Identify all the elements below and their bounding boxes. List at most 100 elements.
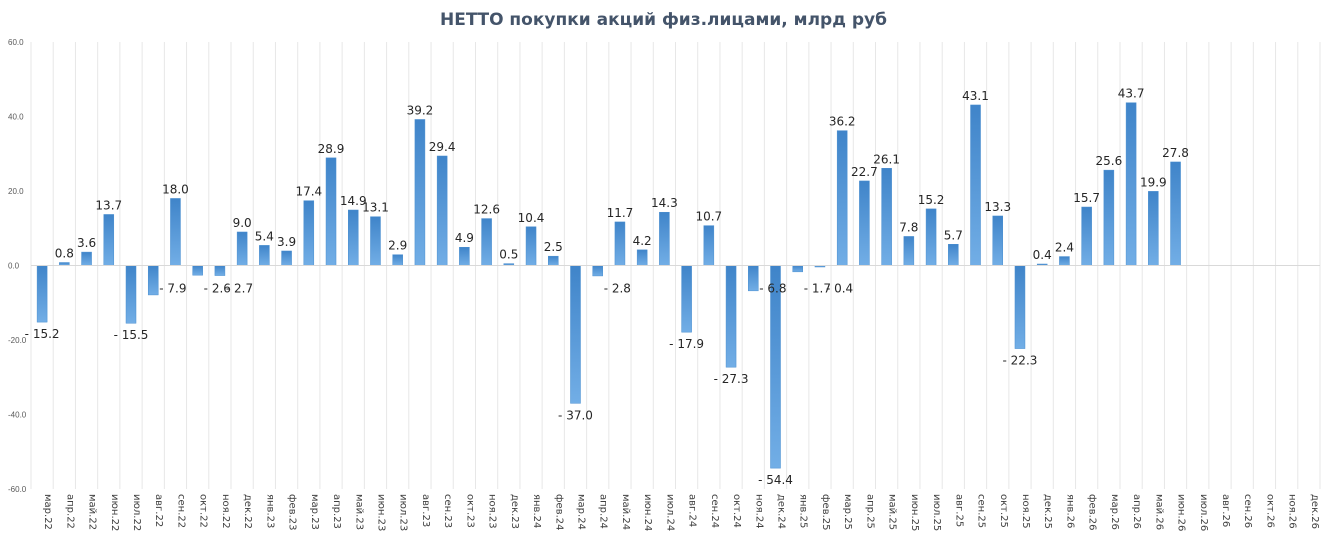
x-tick-label: ноя.22: [220, 494, 231, 529]
y-tick-label: -60.0: [8, 485, 27, 494]
data-label: 22.7: [851, 165, 878, 179]
x-tick-label: фев.24: [553, 494, 564, 531]
bar: [1081, 206, 1092, 266]
x-tick-label: июл.24: [664, 494, 675, 531]
x-tick-label: окт.22: [198, 494, 209, 528]
data-label: 10.4: [518, 211, 545, 225]
x-tick-label: ноя.23: [487, 494, 498, 529]
data-label: - 2.6: [204, 282, 231, 296]
x-tick-label: авг.26: [1220, 494, 1231, 527]
y-tick-label: 40.0: [8, 113, 24, 122]
y-tick-label: 60.0: [8, 38, 24, 47]
bar: [725, 265, 737, 368]
x-tick-label: мар.23: [309, 494, 320, 530]
data-label: 15.7: [1073, 191, 1100, 205]
x-tick-label: апр.25: [864, 494, 875, 529]
data-label: 36.2: [829, 115, 856, 129]
x-tick-label: май.25: [887, 494, 898, 530]
x-tick-label: янв.23: [264, 494, 275, 528]
data-label: 10.7: [695, 210, 722, 224]
x-tick-label: янв.24: [531, 494, 542, 528]
bar: [592, 265, 603, 277]
x-tick-label: мар.25: [842, 494, 853, 530]
bar: [859, 180, 870, 266]
x-tick-label: мар.22: [42, 494, 53, 530]
x-tick-label: дек.24: [776, 494, 787, 529]
bar: [192, 265, 203, 276]
bar: [1125, 102, 1137, 266]
x-tick-label: авг.22: [153, 494, 164, 527]
data-label: - 22.3: [1003, 354, 1038, 368]
x-tick-label: ноя.24: [753, 494, 764, 529]
bar: [1103, 169, 1115, 266]
data-label: - 15.5: [114, 328, 149, 342]
bar: [1170, 161, 1181, 266]
data-label: 0.8: [55, 247, 74, 261]
data-label: 43.7: [1118, 87, 1145, 101]
x-tick-label: янв.25: [798, 494, 809, 528]
y-tick-label: 0.0: [8, 262, 20, 271]
data-label: 19.9: [1140, 175, 1167, 189]
x-tick-label: июн.25: [909, 494, 920, 531]
data-label: 2.4: [1055, 241, 1074, 255]
data-label: 29.4: [429, 140, 456, 154]
x-tick-label: фев.23: [287, 494, 298, 531]
bar: [570, 265, 581, 404]
data-label: 26.1: [873, 152, 900, 166]
x-tick-label: дек.26: [1309, 494, 1320, 529]
bar: [881, 168, 892, 266]
data-label: 39.2: [407, 103, 434, 117]
bar: [325, 157, 337, 266]
data-label: 28.9: [318, 142, 345, 156]
x-tick-label: июл.22: [131, 494, 142, 531]
bar: [992, 215, 1003, 266]
bar: [348, 209, 359, 266]
bar: [370, 216, 381, 266]
data-label: 4.2: [633, 234, 652, 248]
y-tick-label: -20.0: [8, 336, 27, 345]
bar: [414, 119, 426, 266]
bar: [1014, 265, 1026, 349]
data-label: - 37.0: [558, 408, 593, 422]
x-tick-label: июн.22: [109, 494, 120, 531]
bar: [792, 265, 803, 273]
x-tick-label: июн.24: [642, 494, 653, 531]
bar: [748, 265, 759, 292]
data-label: 14.3: [651, 196, 678, 210]
data-label: 3.6: [77, 236, 96, 250]
bar: [459, 246, 470, 266]
bar: [259, 245, 270, 266]
x-tick-label: сен.23: [442, 494, 453, 528]
data-label: - 54.4: [758, 473, 793, 487]
bar: [103, 214, 115, 266]
data-label: 13.7: [95, 198, 122, 212]
y-tick-label: -40.0: [8, 411, 27, 420]
data-label: 14.9: [340, 194, 367, 208]
x-tick-label: янв.26: [1064, 494, 1075, 528]
bar: [770, 265, 781, 469]
bar: [170, 198, 181, 266]
data-label: 2.9: [388, 239, 407, 253]
x-tick-label: сен.22: [175, 494, 186, 528]
data-label: 11.7: [607, 206, 634, 220]
data-label: 4.9: [455, 231, 474, 245]
bar: [281, 250, 292, 266]
x-tick-label: апр.23: [331, 494, 342, 529]
bar: [703, 225, 715, 266]
x-tick-label: дек.25: [1042, 494, 1053, 529]
x-tick-label: авг.24: [687, 494, 698, 527]
x-axis: мар.22 апр.22 май.22 июн.22 июл.22 авг.22 сен.…: [42, 494, 1320, 531]
x-tick-label: июн.23: [375, 494, 386, 531]
x-tick-label: апр.24: [598, 494, 609, 529]
data-label: 13.1: [362, 201, 389, 215]
x-tick-label: сен.25: [976, 494, 987, 528]
bar: [392, 254, 403, 266]
data-label: 27.8: [1162, 146, 1189, 160]
data-label: 43.1: [962, 89, 989, 103]
data-label: 0.4: [1033, 248, 1052, 262]
data-label: 9.0: [233, 216, 252, 230]
data-label: - 2.8: [604, 282, 631, 296]
bar: [303, 200, 315, 266]
x-tick-label: апр.26: [1131, 494, 1142, 529]
